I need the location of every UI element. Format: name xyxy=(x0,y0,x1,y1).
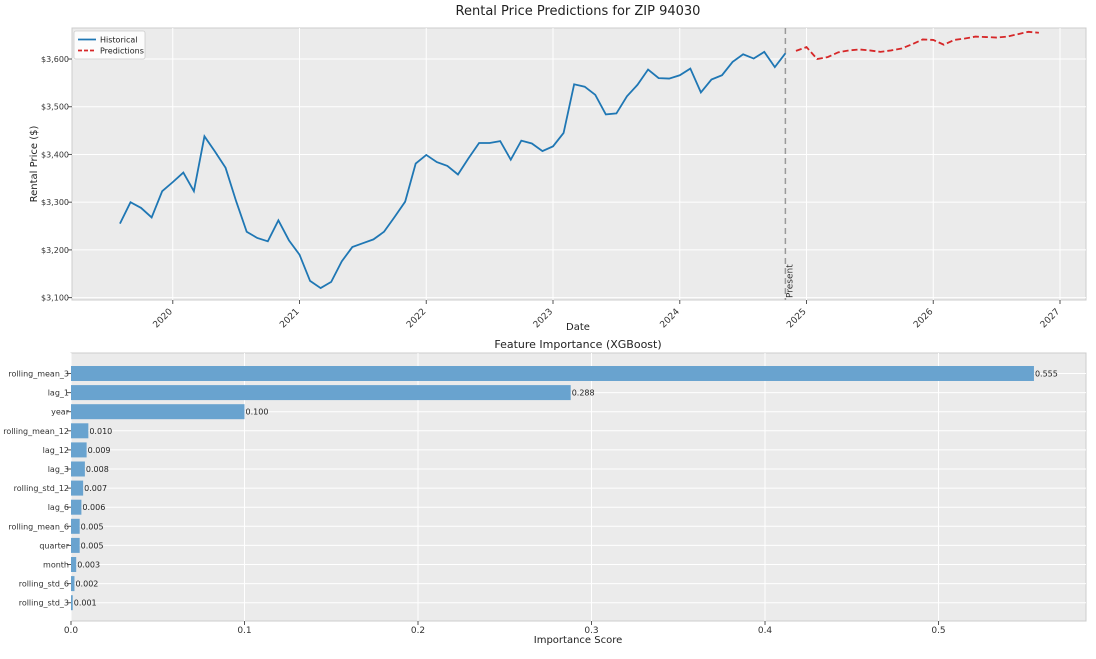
category-label: rolling_mean_3 xyxy=(8,370,69,379)
category-label: year xyxy=(51,408,70,417)
historical-series-line xyxy=(119,50,787,290)
bar-chart-title: Feature Importance (XGBoost) xyxy=(494,338,661,351)
y-tick-label: $3,500 xyxy=(41,103,69,112)
x-tick-label: 0.1 xyxy=(237,626,251,636)
line-chart-x-axis-label: Date xyxy=(566,322,590,333)
x-tick-label: 0.5 xyxy=(931,626,945,636)
category-label: quarter xyxy=(39,541,69,550)
bar-value-label: 0.005 xyxy=(81,522,104,531)
category-label: rolling_std_12 xyxy=(14,484,69,493)
bar-chart: 0.555 0.288 0.100 0.010 0.009 0.008 0.007 0.006… xyxy=(3,338,1087,646)
bar-value-label: 0.007 xyxy=(84,484,107,493)
y-tick-label: $3,200 xyxy=(41,246,69,255)
importance-bar xyxy=(71,461,85,477)
present-marker-label: Present xyxy=(785,264,795,298)
bar-value-label: 0.001 xyxy=(74,599,97,608)
importance-bar xyxy=(71,423,89,439)
category-label: rolling_std_3 xyxy=(19,599,69,608)
importance-bar xyxy=(71,518,80,534)
bar-value-label: 0.010 xyxy=(89,427,112,436)
bar-value-label: 0.005 xyxy=(81,541,104,550)
category-label: rolling_mean_6 xyxy=(8,522,69,531)
importance-bar xyxy=(71,499,82,515)
category-label: rolling_mean_12 xyxy=(3,427,69,436)
predictions-series-line xyxy=(795,30,1039,60)
category-label: lag_3 xyxy=(48,465,69,474)
bar-chart-ticks: 0.0 0.1 0.2 0.3 0.4 0.5 rolling_mean_3 lag_1yea… xyxy=(3,370,945,637)
importance-bar xyxy=(71,385,571,401)
legend-predictions-label: Predictions xyxy=(100,47,144,56)
bar-value-label: 0.100 xyxy=(246,408,269,417)
importance-bar xyxy=(71,557,77,572)
bar-value-label: 0.009 xyxy=(88,446,111,455)
bar-chart-grid xyxy=(70,353,1086,621)
bar-value-label: 0.288 xyxy=(572,389,595,398)
importance-bar xyxy=(71,576,75,592)
bar-chart-x-axis-label: Importance Score xyxy=(534,635,623,646)
y-tick-label: $3,600 xyxy=(41,55,69,64)
line-chart: 2020 2021 2022 2023 2024 2025 2026 2027$3,100$3… xyxy=(29,4,1087,333)
category-label: rolling_std_6 xyxy=(19,580,69,589)
x-tick-label: 0.3 xyxy=(584,626,598,636)
importance-bar xyxy=(71,442,87,458)
importance-bar xyxy=(71,537,80,553)
y-tick-label: $3,400 xyxy=(41,150,69,159)
line-plot-area xyxy=(71,27,1087,301)
legend-historical-label: Historical xyxy=(100,36,137,45)
bar-value-label: 0.002 xyxy=(75,580,98,589)
line-chart-grid xyxy=(72,28,1086,300)
line-chart-legend: Historical Predictions xyxy=(73,30,146,60)
y-tick-label: $3,300 xyxy=(41,198,69,207)
x-tick-label: 0.0 xyxy=(64,626,79,636)
line-chart-title: Rental Price Predictions for ZIP 94030 xyxy=(456,4,701,19)
bar-value-label: 0.555 xyxy=(1035,370,1058,379)
bar-value-label: 0.003 xyxy=(77,561,100,570)
line-chart-y-axis-label: Rental Price ($) xyxy=(29,126,40,203)
x-tick-label: 0.2 xyxy=(411,626,425,636)
importance-bar xyxy=(71,595,73,611)
bar-value-label: 0.006 xyxy=(82,503,105,512)
importance-bar xyxy=(71,480,84,496)
importance-bar xyxy=(71,366,1034,381)
category-label: month xyxy=(43,561,69,570)
category-label: lag_6 xyxy=(48,503,69,512)
line-chart-series xyxy=(119,28,1039,300)
category-label: lag_12 xyxy=(43,446,69,455)
importance-bar xyxy=(71,404,245,420)
x-tick-label: 0.4 xyxy=(758,626,773,636)
legend-box xyxy=(73,30,146,60)
y-tick-label: $3,100 xyxy=(41,294,69,303)
bar-value-label: 0.008 xyxy=(86,465,109,474)
bar-chart-bars: 0.555 0.288 0.100 0.010 0.009 0.008 0.007 0.006… xyxy=(71,366,1058,611)
category-label: lag_1 xyxy=(48,389,69,398)
